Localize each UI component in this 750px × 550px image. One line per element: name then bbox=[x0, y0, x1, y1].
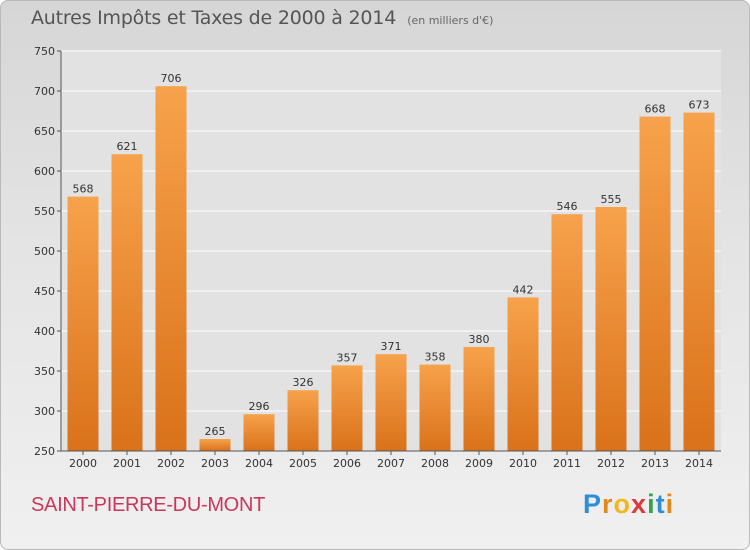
bar-value-label: 568 bbox=[73, 183, 94, 196]
brand-logo: Proxiti bbox=[583, 489, 674, 520]
x-tick-label: 2001 bbox=[113, 457, 141, 470]
y-tick-label: 550 bbox=[34, 205, 55, 218]
bars bbox=[67, 86, 715, 451]
bar bbox=[375, 354, 407, 451]
bar bbox=[463, 347, 495, 451]
bar bbox=[595, 207, 627, 451]
bar bbox=[419, 364, 451, 451]
bar-value-label: 442 bbox=[513, 283, 534, 296]
bar bbox=[111, 154, 143, 451]
chart-title: Autres Impôts et Taxes de 2000 à 2014 bbox=[31, 7, 397, 29]
bar-value-label: 673 bbox=[689, 99, 710, 112]
axes: 250 300 350 400 450 500 550 600 650 700 750 2000 200… bbox=[34, 45, 721, 470]
brand-logo-letter: o bbox=[613, 489, 632, 519]
x-tick-label: 2002 bbox=[157, 457, 185, 470]
x-tick-label: 2014 bbox=[685, 457, 713, 470]
bar bbox=[331, 365, 363, 451]
y-tick-label: 650 bbox=[34, 125, 55, 138]
x-tick-label: 2008 bbox=[421, 457, 449, 470]
x-tick-label: 2009 bbox=[465, 457, 493, 470]
bar bbox=[155, 86, 187, 451]
brand-logo-letter: i bbox=[647, 489, 656, 519]
brand-logo-letter: r bbox=[602, 489, 614, 519]
x-tick-label: 2010 bbox=[509, 457, 537, 470]
y-tick-label: 700 bbox=[34, 85, 55, 98]
bar bbox=[683, 112, 715, 451]
bar-value-label: 358 bbox=[425, 351, 446, 364]
brand-logo-letter: P bbox=[583, 489, 603, 519]
bar bbox=[67, 196, 99, 451]
x-tick-label: 2007 bbox=[377, 457, 405, 470]
x-tick-label: 2003 bbox=[201, 457, 229, 470]
bar bbox=[287, 390, 319, 451]
brand-logo-letter: t bbox=[655, 489, 666, 519]
bar-value-label: 296 bbox=[249, 400, 270, 413]
bar-value-label: 706 bbox=[161, 72, 182, 85]
y-tick-label: 450 bbox=[34, 285, 55, 298]
bar-value-label: 546 bbox=[557, 200, 578, 213]
bar-value-label: 371 bbox=[381, 340, 402, 353]
bar-value-label: 265 bbox=[205, 425, 226, 438]
y-tick-label: 300 bbox=[34, 405, 55, 418]
bar-value-label: 621 bbox=[117, 140, 138, 153]
bar-value-label: 668 bbox=[645, 103, 666, 116]
bar-value-label: 555 bbox=[601, 193, 622, 206]
bar-value-label: 326 bbox=[293, 376, 314, 389]
chart-header: Autres Impôts et Taxes de 2000 à 2014 (e… bbox=[31, 7, 493, 29]
brand-logo-letter: x bbox=[631, 489, 648, 519]
x-tick-label: 2006 bbox=[333, 457, 361, 470]
y-tick-label: 750 bbox=[34, 45, 55, 58]
bar bbox=[551, 214, 583, 451]
y-tick-label: 400 bbox=[34, 325, 55, 338]
y-tick-label: 500 bbox=[34, 245, 55, 258]
x-tick-label: 2004 bbox=[245, 457, 273, 470]
x-tick-label: 2012 bbox=[597, 457, 625, 470]
x-tick-label: 2000 bbox=[69, 457, 97, 470]
bar bbox=[243, 414, 275, 451]
y-tick-label: 600 bbox=[34, 165, 55, 178]
brand-logo-letter: i bbox=[665, 489, 675, 519]
bar-value-label: 357 bbox=[337, 351, 358, 364]
y-tick-label: 250 bbox=[34, 445, 55, 458]
chart-subtitle: (en milliers d'€) bbox=[407, 14, 494, 27]
x-tick-label: 2005 bbox=[289, 457, 317, 470]
bar bbox=[639, 116, 671, 451]
bar bbox=[199, 439, 231, 451]
bar bbox=[507, 297, 539, 451]
x-tick-label: 2013 bbox=[641, 457, 669, 470]
commune-name: SAINT-PIERRE-DU-MONT bbox=[31, 494, 266, 516]
y-tick-label: 350 bbox=[34, 365, 55, 378]
data-labels: 568 621 706 265 296 326 357 371 358 380 442 546 555 6… bbox=[73, 72, 710, 438]
x-tick-label: 2011 bbox=[553, 457, 581, 470]
bar-value-label: 380 bbox=[469, 333, 490, 346]
